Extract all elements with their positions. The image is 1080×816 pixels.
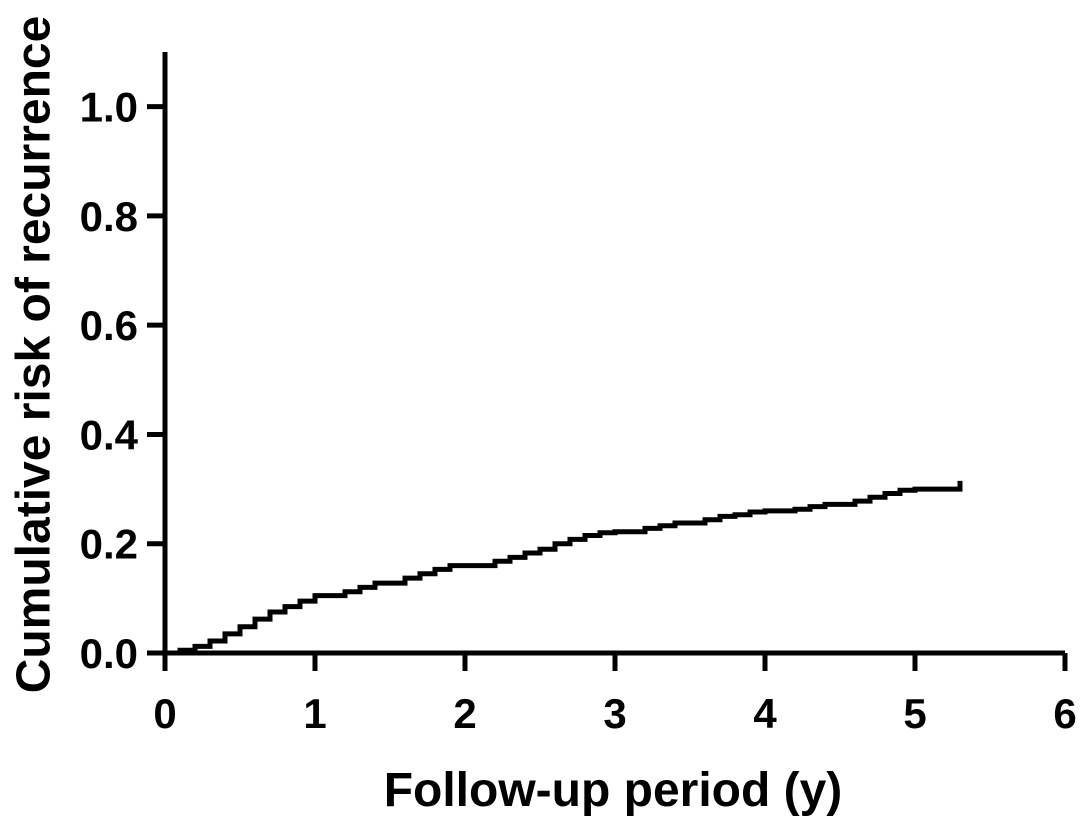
y-tick-label: 0.4 [80,411,139,458]
x-axis-title: Follow-up period (y) [384,764,843,816]
y-tick-label: 0.2 [80,521,138,568]
axes: 0.0 0.2 0.4 0.6 0.8 1.0 0 1 2 3 4 5 6 [80,52,1077,737]
y-tick-label: 0.0 [80,630,138,677]
series-group [165,480,963,656]
y-tick-label: 0.6 [80,302,138,349]
x-tick-label: 6 [1053,690,1076,737]
x-tick-label: 1 [303,690,326,737]
y-axis-title: Cumulative risk of recurrence [8,16,61,694]
x-tick-label: 3 [603,690,626,737]
x-tick-label: 4 [753,690,777,737]
y-tick-label: 1.0 [80,84,138,131]
x-tick-label: 0 [153,690,176,737]
survival-step-line [165,480,963,656]
x-tick-label: 2 [453,690,476,737]
x-tick-label: 5 [903,690,926,737]
y-tick-label: 0.8 [80,193,138,240]
